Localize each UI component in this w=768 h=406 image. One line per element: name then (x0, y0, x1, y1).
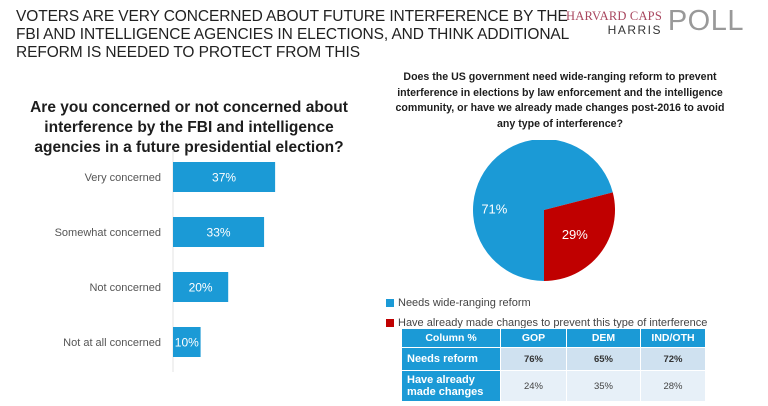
bar-somewhat-concerned (173, 217, 265, 247)
column-header: DEM (566, 328, 641, 348)
bar-category-label: Very concerned (85, 172, 161, 184)
pie-slice-already-made-changes (544, 192, 615, 281)
legend-item-already-made-changes: Have already made changes to prevent thi… (386, 314, 707, 332)
pie-chart: 71% 29% (473, 140, 615, 281)
bar-chart-title: Are you concerned or not concerned about… (30, 99, 348, 156)
logo-line-1: HARVARD CAPS (566, 9, 662, 23)
bar-value-label: 20% (189, 281, 213, 295)
logo-line-2: HARRIS (607, 23, 662, 37)
table-cell: 76% (500, 347, 567, 371)
table-cell: 65% (566, 347, 641, 371)
bar-value-label: 33% (207, 226, 231, 240)
legend-swatch-blue (386, 299, 394, 307)
bar-category-label: Not concerned (89, 282, 161, 294)
column-header: Column % (401, 328, 501, 348)
legend-label: Needs wide-ranging reform (398, 297, 531, 309)
bar-very-concerned (173, 162, 276, 192)
party-crosstab-table: Column % GOP DEM IND/OTH Needs reform 76… (401, 328, 706, 402)
bar-value-label: 37% (212, 171, 236, 185)
bar-chart: Very concerned 37% Somewhat concerned 33% No… (55, 150, 276, 372)
row-header: Needs reform (401, 347, 501, 371)
bar-category-label: Not at all concerned (63, 337, 161, 349)
pie-legend: Needs wide-ranging reform Have already m… (386, 294, 707, 334)
column-header: GOP (500, 328, 567, 348)
bar-not-concerned (173, 272, 229, 302)
row-header: Have already made changes (401, 370, 501, 402)
harvard-caps-harris-poll-logo: HARVARD CAPS HARRIS POLL (556, 5, 746, 37)
headline: VOTERS ARE VERY CONCERNED ABOUT FUTURE I… (16, 8, 569, 61)
legend-item-needs-reform: Needs wide-ranging reform (386, 294, 707, 312)
table-header-row: Column % GOP DEM IND/OTH (401, 328, 706, 348)
bar-category-label: Somewhat concerned (55, 227, 161, 239)
pie-chart-title: Does the US government need wide-ranging… (395, 71, 725, 130)
column-header: IND/OTH (640, 328, 706, 348)
pie-value-label: 71% (481, 201, 507, 216)
legend-label: Have already made changes to prevent thi… (398, 317, 708, 329)
pie-value-label: 29% (562, 227, 588, 242)
table-row: Have already made changes 24% 35% 28% (401, 370, 706, 402)
table-cell: 28% (640, 370, 706, 402)
table-cell: 72% (640, 347, 706, 371)
bar-value-label: 10% (175, 336, 199, 350)
pie-slice-needs-reform (473, 140, 613, 281)
table-cell: 24% (500, 370, 567, 402)
bar-not-at-all-concerned (173, 327, 201, 357)
table-row: Needs reform 76% 65% 72% (401, 347, 706, 371)
table-cell: 35% (566, 370, 641, 402)
logo-poll: POLL (667, 5, 744, 37)
legend-swatch-red (386, 319, 394, 327)
